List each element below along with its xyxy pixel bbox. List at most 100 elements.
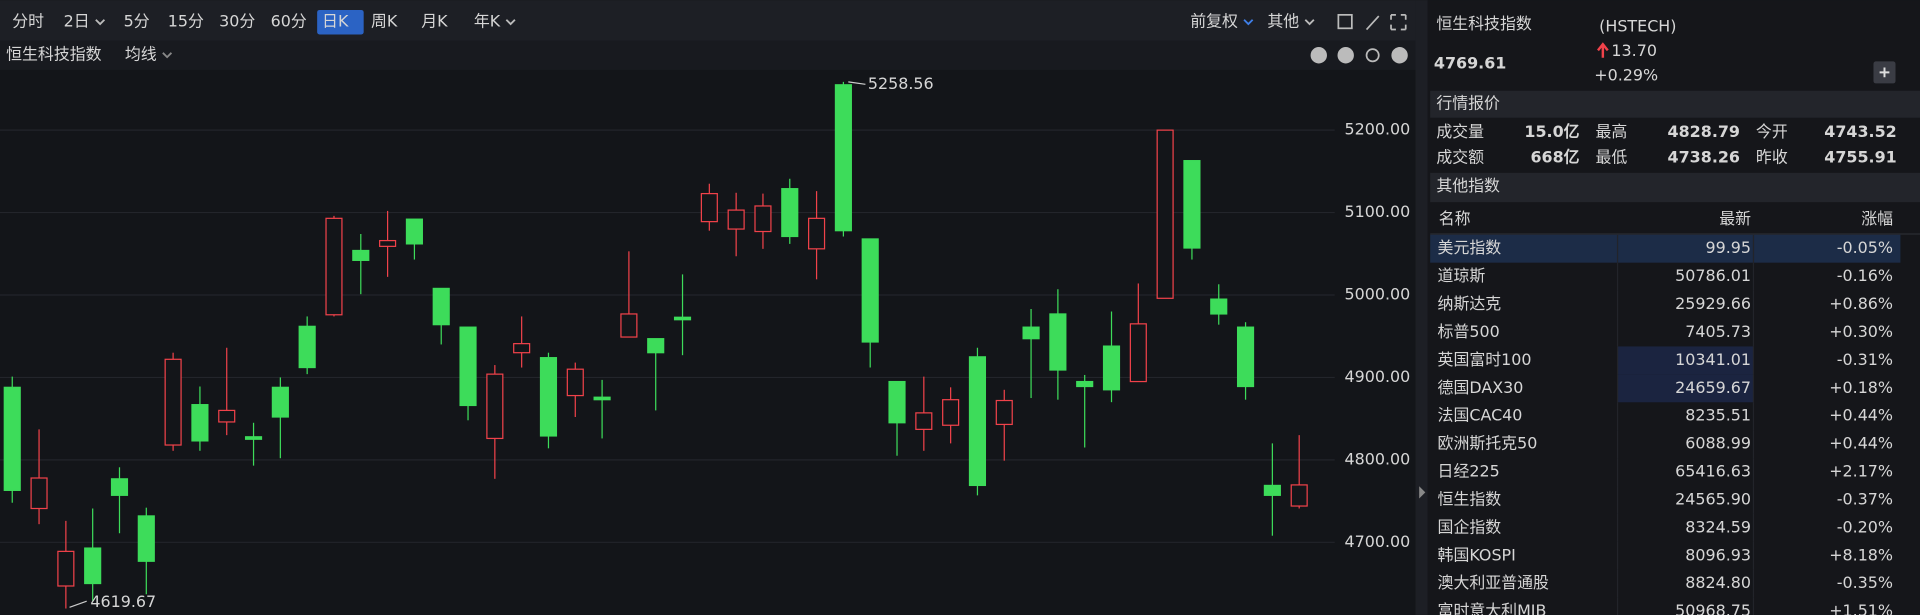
index-last[interactable]: 25929.66 [1675,294,1751,313]
index-change[interactable]: +1.51% [1829,601,1893,615]
candle-body [137,515,155,562]
index-last[interactable]: 99.95 [1705,238,1751,257]
section-title: 行情报价 [1436,94,1500,113]
index-last[interactable]: 8324.59 [1685,517,1751,536]
candle-body [1022,326,1040,340]
candle-body [1049,313,1067,371]
index-name[interactable]: 澳大利亚普通股 [1438,573,1549,592]
index-last[interactable]: 6088.99 [1685,434,1751,453]
index-last[interactable]: 50968.75 [1675,601,1751,615]
row-highlight [1430,234,1901,263]
fullscreen-icon[interactable] [1390,13,1407,31]
period-button[interactable]: 月K [421,12,448,31]
index-change[interactable]: +0.44% [1829,434,1893,453]
other-button[interactable]: 其他 [1267,12,1299,31]
candle-body [968,356,987,487]
index-change[interactable]: +0.44% [1829,406,1893,425]
index-name[interactable]: 欧洲斯托克50 [1438,434,1538,453]
candle-body [781,188,799,238]
settings-icon[interactable] [1365,48,1380,63]
candle-body [30,477,48,510]
draw-icon[interactable] [1365,15,1380,31]
market-label: 最低 [1596,148,1628,167]
index-last[interactable]: 7405.73 [1685,322,1751,341]
index-change[interactable]: -0.31% [1837,350,1893,369]
index-name[interactable]: 道琼斯 [1438,266,1486,285]
active-period-bg [317,9,364,35]
candle-body [834,84,852,232]
index-change[interactable]: -0.35% [1837,573,1893,592]
index-last[interactable]: 8824.80 [1685,573,1751,592]
y-tick-label: 5100.00 [1344,202,1410,221]
index-name[interactable]: 法国CAC40 [1438,406,1523,425]
period-button[interactable]: 分时 [12,12,44,31]
candle-body [808,217,826,250]
period-button[interactable]: 年K [474,12,501,31]
market-value: 4738.26 [1668,148,1740,167]
period-button[interactable]: 周K [371,12,398,31]
candle-body [1236,326,1255,388]
index-change[interactable]: +0.86% [1829,294,1893,313]
index-name[interactable]: 恒生指数 [1438,489,1502,508]
index-name[interactable]: 纳斯达克 [1438,294,1502,313]
close-icon[interactable] [1391,47,1408,64]
index-change[interactable]: -0.16% [1837,266,1893,285]
index-name[interactable]: 德国DAX30 [1438,378,1524,397]
index-name[interactable]: 英国富时100 [1438,350,1532,369]
chart-name: 恒生科技指数 [6,45,102,64]
index-name[interactable]: 标普500 [1438,322,1500,341]
candle-body [110,478,129,496]
zoom-in-icon[interactable] [1337,47,1354,64]
index-change[interactable]: -0.20% [1837,517,1893,536]
market-value: 668亿 [1530,148,1579,167]
index-name[interactable]: 国企指数 [1438,517,1502,536]
period-button[interactable]: 15分 [168,12,204,31]
index-last[interactable]: 10341.01 [1675,350,1751,369]
divider[interactable] [1415,0,1428,615]
index-name[interactable]: 美元指数 [1438,238,1502,257]
index-last[interactable]: 24659.67 [1675,378,1751,397]
market-label: 昨收 [1756,148,1788,167]
candle-body [352,249,370,261]
candle-body [727,209,745,230]
period-button[interactable]: 5分 [124,12,150,31]
index-name[interactable]: 韩国KOSPI [1438,545,1516,564]
index-change[interactable]: +0.30% [1829,322,1893,341]
candle-body [486,373,504,440]
period-button[interactable]: 60分 [271,12,307,31]
candle-body [513,343,531,354]
period-button[interactable]: 日K [322,12,349,31]
chart-bg [0,0,1416,615]
market-label: 今开 [1756,122,1788,141]
section-title: 其他指数 [1436,176,1500,195]
index-last[interactable]: 50786.01 [1675,266,1751,285]
indicator-button[interactable]: 均线 [125,45,157,64]
candle-body [1210,298,1228,315]
index-last[interactable]: 8235.51 [1685,406,1751,425]
quote-price: 4769.61 [1434,53,1506,72]
layout-icon[interactable] [1337,13,1353,30]
collapse-arrow[interactable] [1419,486,1426,499]
index-change[interactable]: +8.18% [1829,545,1893,564]
adjust-button[interactable]: 前复权 [1190,12,1238,31]
candle-body [566,368,584,397]
zoom-out-icon[interactable] [1310,47,1327,64]
index-last[interactable]: 24565.90 [1675,489,1751,508]
period-button[interactable]: 30分 [219,12,255,31]
quote-change-pct: +0.29% [1594,66,1658,85]
candle-body [861,238,879,343]
index-name[interactable]: 富时意大利MIB [1438,601,1547,615]
index-name[interactable]: 日经225 [1438,462,1500,481]
index-change[interactable]: -0.05% [1837,238,1893,257]
candle-body [432,287,450,326]
low-annotation: 4619.67 [90,592,156,611]
index-change[interactable]: +2.17% [1829,462,1893,481]
index-change[interactable]: -0.37% [1837,489,1893,508]
index-last[interactable]: 8096.93 [1685,545,1751,564]
period-button[interactable]: 2日 [64,12,90,31]
index-change[interactable]: +0.18% [1829,378,1893,397]
candle-body [1183,160,1201,249]
index-last[interactable]: 65416.63 [1675,462,1751,481]
y-tick-label: 5200.00 [1344,120,1410,139]
